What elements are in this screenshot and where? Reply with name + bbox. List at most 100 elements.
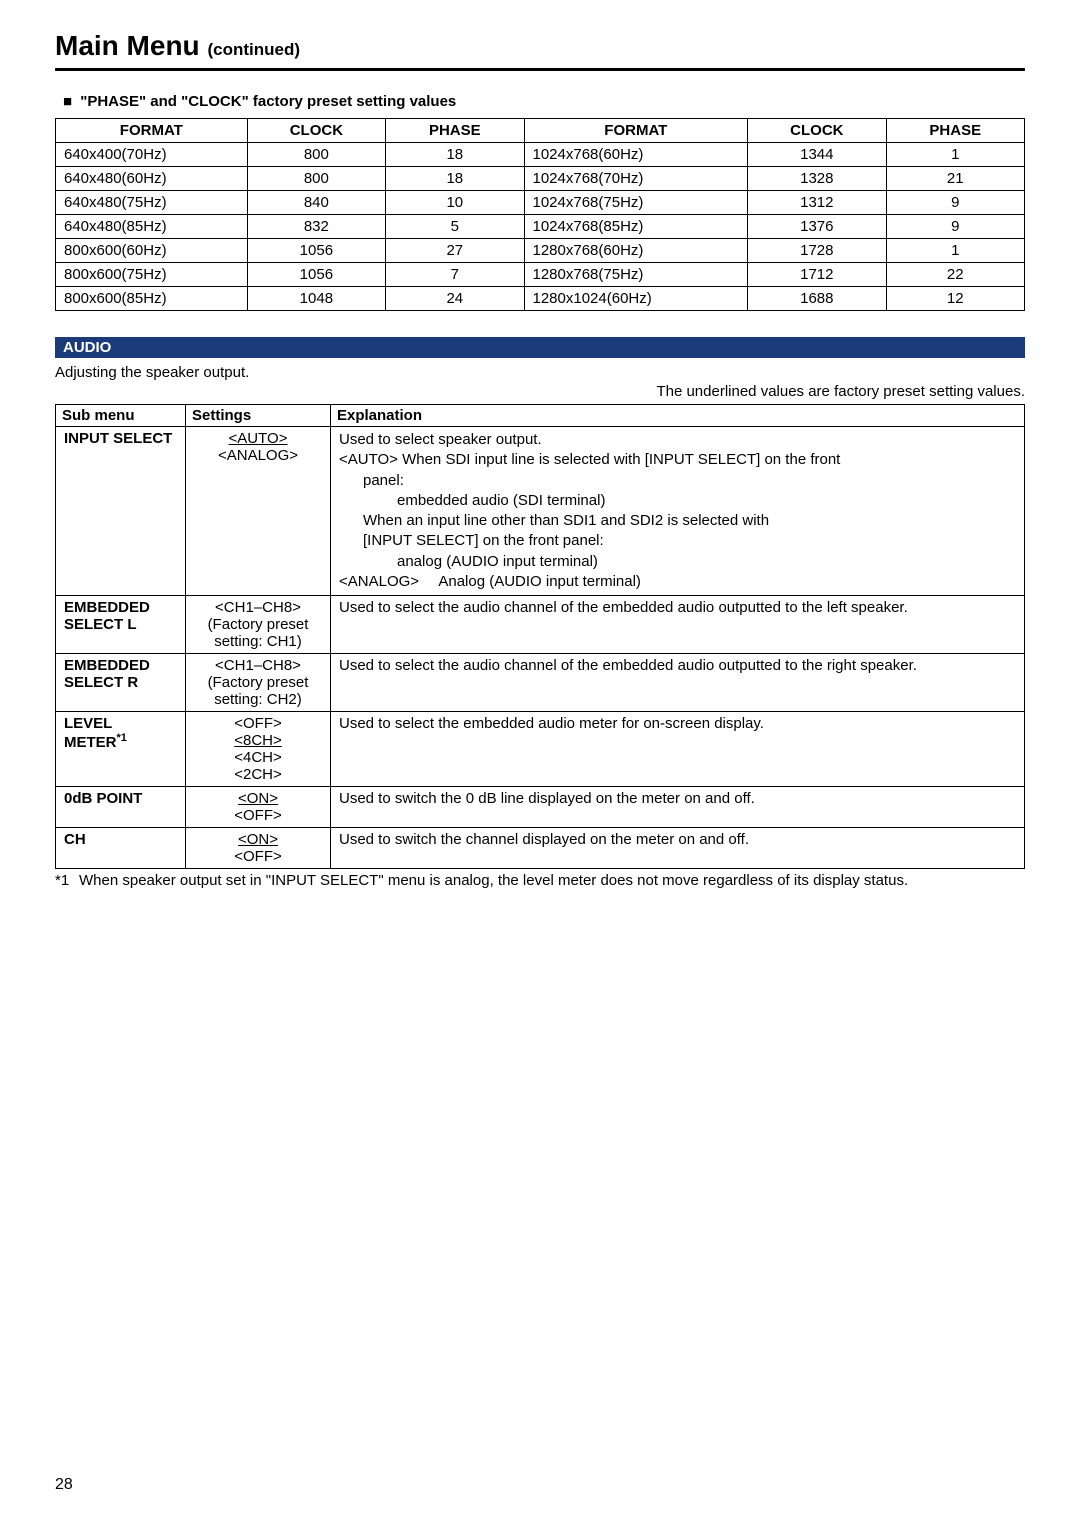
- audio-section-bar: AUDIO: [55, 337, 1025, 358]
- preset-th: FORMAT: [56, 119, 248, 143]
- sub-0db: 0dB POINT: [56, 787, 186, 828]
- preset-cell: 1056: [247, 239, 385, 263]
- preset-cell: 1280x1024(60Hz): [524, 287, 748, 311]
- sub-embedded-r: EMBEDDED SELECT R: [56, 654, 186, 712]
- preset-cell: 1344: [748, 143, 886, 167]
- sub-ch: CH: [56, 828, 186, 869]
- set-embedded-r: <CH1–CH8> (Factory preset setting: CH2): [186, 654, 331, 712]
- exp-analog-tag: <ANALOG>: [339, 572, 435, 592]
- preset-row: 640x400(70Hz)800181024x768(60Hz)13441: [56, 143, 1025, 167]
- preset-cell: 1: [886, 239, 1024, 263]
- preset-cell: 1688: [748, 287, 886, 311]
- exp-embedded-l: Used to select the audio channel of the …: [331, 596, 1025, 654]
- preset-cell: 640x400(70Hz): [56, 143, 248, 167]
- preset-header-row: FORMAT CLOCK PHASE FORMAT CLOCK PHASE: [56, 119, 1025, 143]
- preset-cell: 800: [247, 167, 385, 191]
- opt-note-r: (Factory preset setting: CH2): [208, 674, 309, 708]
- settings-th-sub: Sub menu: [56, 405, 186, 427]
- exp-embedded-r: Used to select the audio channel of the …: [331, 654, 1025, 712]
- opt-ch1-ch8-r: <CH1–CH8>: [215, 657, 301, 674]
- opt-ch1-ch8-l: <CH1–CH8>: [215, 599, 301, 616]
- footnote-mark: *1: [55, 872, 79, 889]
- exp-analog-text: Analog (AUDIO input terminal): [438, 573, 641, 590]
- row-embedded-l: EMBEDDED SELECT L <CH1–CH8> (Factory pre…: [56, 596, 1025, 654]
- exp-auto-l3-b: [INPUT SELECT] on the front panel:: [339, 531, 1016, 551]
- preset-cell: 800x600(75Hz): [56, 263, 248, 287]
- preset-cell: 1280x768(60Hz): [524, 239, 748, 263]
- page-title: Main Menu (continued): [55, 30, 1025, 71]
- preset-cell: 1: [886, 143, 1024, 167]
- preset-cell: 1024x768(70Hz): [524, 167, 748, 191]
- exp-input-select: Used to select speaker output. <AUTO> Wh…: [331, 427, 1025, 596]
- preset-cell: 1376: [748, 215, 886, 239]
- preset-th: CLOCK: [247, 119, 385, 143]
- sub-input-select: INPUT SELECT: [56, 427, 186, 596]
- preset-cell: 22: [886, 263, 1024, 287]
- sub-level-meter: LEVEL METER*1: [56, 712, 186, 787]
- footnote: *1 When speaker output set in "INPUT SEL…: [55, 872, 1025, 889]
- set-level-meter: <OFF> <8CH> <4CH> <2CH>: [186, 712, 331, 787]
- sub-level-meter-main: LEVEL METER: [64, 715, 117, 751]
- exp-auto-l2: embedded audio (SDI terminal): [339, 491, 1016, 511]
- opt-0db-on: <ON>: [238, 790, 278, 807]
- opt-off: <OFF>: [234, 715, 282, 732]
- factory-note: The underlined values are factory preset…: [55, 383, 1025, 400]
- preset-cell: 12: [886, 287, 1024, 311]
- sub-level-meter-sup: *1: [117, 732, 127, 744]
- exp-level-meter: Used to select the embedded audio meter …: [331, 712, 1025, 787]
- preset-cell: 1312: [748, 191, 886, 215]
- preset-cell: 800x600(60Hz): [56, 239, 248, 263]
- preset-cell: 21: [886, 167, 1024, 191]
- set-embedded-l: <CH1–CH8> (Factory preset setting: CH1): [186, 596, 331, 654]
- exp-auto-l1-b: panel:: [339, 471, 1016, 491]
- preset-cell: 7: [386, 263, 524, 287]
- preset-table: FORMAT CLOCK PHASE FORMAT CLOCK PHASE 64…: [55, 118, 1025, 311]
- opt-auto: <AUTO>: [229, 430, 288, 447]
- exp-ch: Used to switch the channel displayed on …: [331, 828, 1025, 869]
- opt-ch-on: <ON>: [238, 831, 278, 848]
- settings-table: Sub menu Settings Explanation INPUT SELE…: [55, 404, 1025, 869]
- preset-cell: 640x480(75Hz): [56, 191, 248, 215]
- set-ch: <ON> <OFF>: [186, 828, 331, 869]
- row-input-select: INPUT SELECT <AUTO> <ANALOG> Used to sel…: [56, 427, 1025, 596]
- preset-row: 640x480(75Hz)840101024x768(75Hz)13129: [56, 191, 1025, 215]
- settings-th-set: Settings: [186, 405, 331, 427]
- preset-th: PHASE: [386, 119, 524, 143]
- preset-cell: 18: [386, 143, 524, 167]
- preset-th: PHASE: [886, 119, 1024, 143]
- exp-auto-tag: <AUTO>: [339, 451, 398, 468]
- title-text: Main Menu: [55, 30, 200, 61]
- preset-cell: 800x600(85Hz): [56, 287, 248, 311]
- page-number: 28: [55, 1476, 73, 1494]
- preset-row: 640x480(60Hz)800181024x768(70Hz)132821: [56, 167, 1025, 191]
- preset-cell: 9: [886, 191, 1024, 215]
- preset-cell: 640x480(60Hz): [56, 167, 248, 191]
- row-embedded-r: EMBEDDED SELECT R <CH1–CH8> (Factory pre…: [56, 654, 1025, 712]
- footnote-text: When speaker output set in "INPUT SELECT…: [79, 872, 1025, 889]
- preset-cell: 18: [386, 167, 524, 191]
- row-ch: CH <ON> <OFF> Used to switch the channel…: [56, 828, 1025, 869]
- opt-0db-off: <OFF>: [234, 807, 282, 824]
- row-0db-point: 0dB POINT <ON> <OFF> Used to switch the …: [56, 787, 1025, 828]
- preset-cell: 24: [386, 287, 524, 311]
- preset-cell: 9: [886, 215, 1024, 239]
- preset-cell: 840: [247, 191, 385, 215]
- preset-cell: 27: [386, 239, 524, 263]
- preset-th: CLOCK: [748, 119, 886, 143]
- exp-line1: Used to select speaker output.: [339, 431, 542, 448]
- preset-cell: 1024x768(85Hz): [524, 215, 748, 239]
- exp-auto-l4: analog (AUDIO input terminal): [339, 552, 1016, 572]
- opt-analog: <ANALOG>: [218, 447, 298, 464]
- preset-row: 800x600(85Hz)1048241280x1024(60Hz)168812: [56, 287, 1025, 311]
- preset-cell: 800: [247, 143, 385, 167]
- row-level-meter: LEVEL METER*1 <OFF> <8CH> <4CH> <2CH> Us…: [56, 712, 1025, 787]
- preset-cell: 1048: [247, 287, 385, 311]
- settings-header-row: Sub menu Settings Explanation: [56, 405, 1025, 427]
- opt-2ch: <2CH>: [234, 766, 282, 783]
- preset-th: FORMAT: [524, 119, 748, 143]
- preset-cell: 1024x768(75Hz): [524, 191, 748, 215]
- preset-cell: 1712: [748, 263, 886, 287]
- preset-cell: 10: [386, 191, 524, 215]
- preset-subtitle: "PHASE" and "CLOCK" factory preset setti…: [63, 93, 1025, 110]
- preset-cell: 1056: [247, 263, 385, 287]
